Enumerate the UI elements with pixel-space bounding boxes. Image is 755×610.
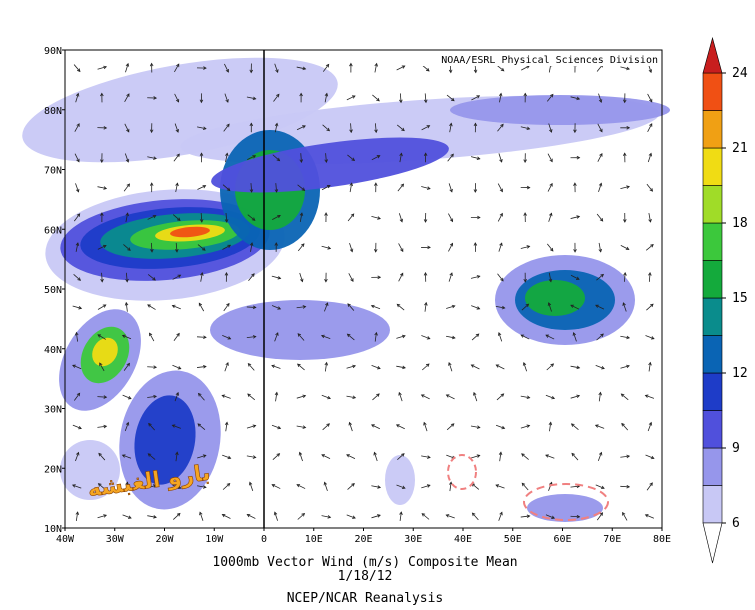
colorbar-bin bbox=[703, 73, 722, 111]
lon-label: 60E bbox=[553, 534, 571, 545]
shade bbox=[210, 300, 390, 360]
colorbar-tick-label: 21 bbox=[732, 141, 748, 156]
colorbar-bin bbox=[703, 111, 722, 149]
colorbar-tick-label: 24 bbox=[732, 66, 748, 81]
colorbar-bin bbox=[703, 298, 722, 336]
lon-label: 20E bbox=[354, 534, 372, 545]
lat-label: 80N bbox=[44, 106, 62, 117]
caption-date: 1/18/12 bbox=[338, 569, 393, 584]
shade bbox=[385, 455, 415, 505]
colorbar-bin bbox=[703, 223, 722, 261]
colorbar-tick-label: 12 bbox=[732, 366, 748, 381]
lon-label: 40W bbox=[56, 534, 75, 545]
lon-label: 10W bbox=[205, 534, 224, 545]
colorbar-over bbox=[703, 38, 722, 73]
lon-label: 80E bbox=[653, 534, 671, 545]
lon-label: 30E bbox=[404, 534, 422, 545]
colorbar-bin bbox=[703, 486, 722, 524]
shade bbox=[527, 494, 603, 522]
colorbar-bin bbox=[703, 186, 722, 224]
colorbar-bin bbox=[703, 373, 722, 411]
colorbar-bin bbox=[703, 448, 722, 486]
colorbar-under bbox=[703, 523, 722, 563]
lat-label: 70N bbox=[44, 166, 62, 177]
lat-label: 40N bbox=[44, 345, 62, 356]
caption-title: 1000mb Vector Wind (m/s) Composite Mean bbox=[212, 555, 517, 570]
credit: NOAA/ESRL Physical Sciences Division bbox=[441, 55, 658, 66]
shade bbox=[525, 280, 585, 316]
shade bbox=[450, 95, 670, 125]
lon-label: 40E bbox=[454, 534, 472, 545]
colorbar-tick-label: 18 bbox=[732, 216, 748, 231]
colorbar-bin bbox=[703, 336, 722, 374]
lat-label: 30N bbox=[44, 405, 62, 416]
lat-label: 20N bbox=[44, 464, 62, 475]
lat-label: 60N bbox=[44, 225, 62, 236]
lon-label: 10E bbox=[305, 534, 323, 545]
lat-label: 50N bbox=[44, 285, 62, 296]
colorbar-tick-label: 6 bbox=[732, 516, 740, 531]
colorbar-tick-label: 9 bbox=[732, 441, 740, 456]
lon-label: 30W bbox=[106, 534, 125, 545]
colorbar-bin bbox=[703, 261, 722, 299]
colorbar-bin bbox=[703, 148, 722, 186]
lat-label: 90N bbox=[44, 46, 62, 57]
lon-label: 50E bbox=[504, 534, 522, 545]
lon-label: 0 bbox=[261, 534, 267, 545]
colorbar-tick-label: 15 bbox=[732, 291, 748, 306]
lon-label: 20W bbox=[155, 534, 174, 545]
colorbar: 6 9 12 15 18 21 24 bbox=[703, 38, 748, 563]
caption-source: NCEP/NCAR Reanalysis bbox=[287, 591, 444, 606]
lon-label: 70E bbox=[603, 534, 621, 545]
colorbar-bin bbox=[703, 411, 722, 449]
